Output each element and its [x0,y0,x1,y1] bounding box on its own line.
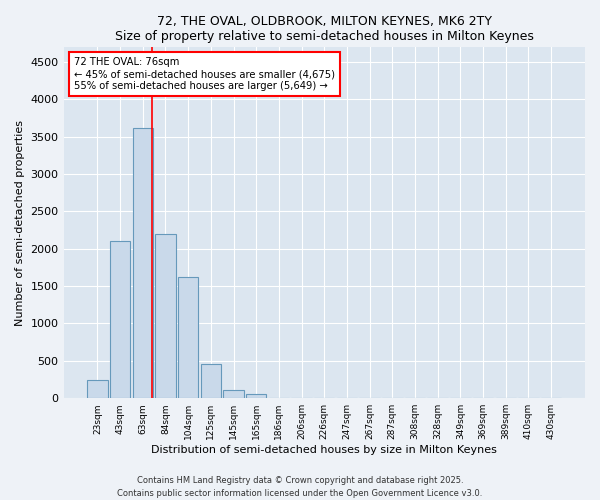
Bar [133,128,153,398]
Title: 72, THE OVAL, OLDBROOK, MILTON KEYNES, MK6 2TY
Size of property relative to semi: 72, THE OVAL, OLDBROOK, MILTON KEYNES, M… [115,15,534,43]
Text: 72 THE OVAL: 76sqm
← 45% of semi-detached houses are smaller (4,675)
55% of semi: 72 THE OVAL: 76sqm ← 45% of semi-detache… [74,58,335,90]
Bar [87,380,107,398]
Bar [246,394,266,398]
Y-axis label: Number of semi-detached properties: Number of semi-detached properties [15,120,25,326]
Bar [200,364,221,398]
Bar [178,277,199,398]
Bar [155,234,176,398]
Bar [223,390,244,398]
Text: Contains HM Land Registry data © Crown copyright and database right 2025.
Contai: Contains HM Land Registry data © Crown c… [118,476,482,498]
Bar [110,242,130,398]
X-axis label: Distribution of semi-detached houses by size in Milton Keynes: Distribution of semi-detached houses by … [151,445,497,455]
